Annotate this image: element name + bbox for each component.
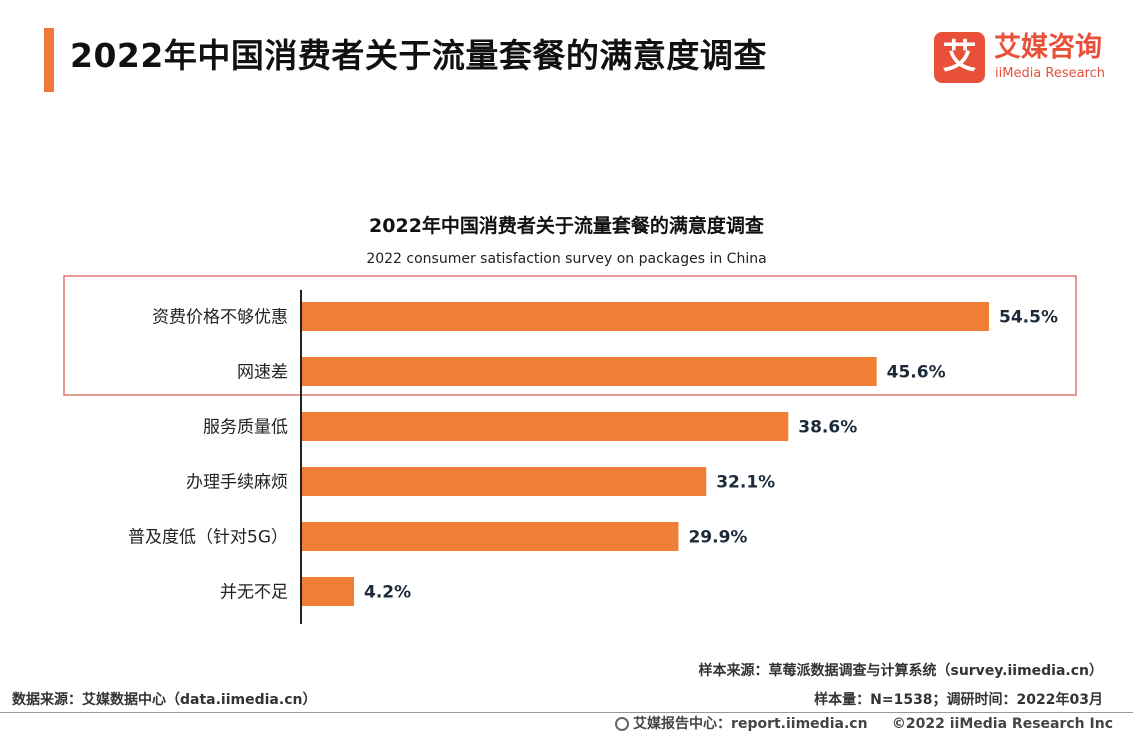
footer-copyright: ©2022 iiMedia Research Inc <box>891 716 1113 732</box>
iimedia-logo: 艾 艾媒咨询 iiMedia Research <box>934 32 1124 88</box>
globe-icon <box>615 717 630 731</box>
highlight-box <box>63 275 1077 396</box>
category-label-2: 服务质量低 <box>203 418 288 438</box>
bar-1 <box>301 357 877 386</box>
logo-cn-text: 艾媒咨询 <box>994 32 1102 63</box>
chart-subtitle: 2022 consumer satisfaction survey on pac… <box>366 251 767 267</box>
logo-badge-icon: 艾 <box>934 32 985 83</box>
value-label-1: 45.6% <box>887 363 946 383</box>
bar-chart: 资费价格不够优惠 54.5% 网速差 45.6% 服务质量低 38.6% 办理手续麻烦 32.… <box>63 275 1077 624</box>
value-label-0: 54.5% <box>999 308 1058 328</box>
value-label-4: 29.9% <box>688 528 747 548</box>
footer-divider <box>0 712 1133 713</box>
sample-source: 样本来源：草莓派数据调查与计算系统（survey.iimedia.cn） <box>698 663 1103 679</box>
footer-report-link[interactable]: 艾媒报告中心：report.iimedia.cn <box>633 716 868 732</box>
bar-2 <box>301 412 789 441</box>
value-label-3: 32.1% <box>716 473 775 493</box>
bar-4 <box>301 522 679 551</box>
chart-title: 2022年中国消费者关于流量套餐的满意度调查 <box>369 215 764 237</box>
value-label-2: 38.6% <box>798 418 857 438</box>
title-accent-bar <box>44 28 54 92</box>
bar-5 <box>301 577 355 606</box>
value-label-5: 4.2% <box>364 583 411 603</box>
category-label-0: 资费价格不够优惠 <box>152 308 288 328</box>
category-label-4: 普及度低（针对5G） <box>128 528 288 548</box>
logo-en-text: iiMedia Research <box>995 66 1106 81</box>
sample-size: 样本量：N=1538；调研时间：2022年03月 <box>814 692 1103 708</box>
category-label-1: 网速差 <box>237 363 288 383</box>
bar-3 <box>301 467 707 496</box>
page-title: 2022年中国消费者关于流量套餐的满意度调查 <box>70 36 767 75</box>
data-source: 数据来源：艾媒数据中心（data.iimedia.cn） <box>12 692 317 708</box>
category-label-3: 办理手续麻烦 <box>186 473 288 493</box>
footer: 艾媒报告中心：report.iimedia.cn ©2022 iiMedia R… <box>615 714 1113 734</box>
bar-0 <box>301 302 989 331</box>
category-label-5: 并无不足 <box>220 583 288 603</box>
